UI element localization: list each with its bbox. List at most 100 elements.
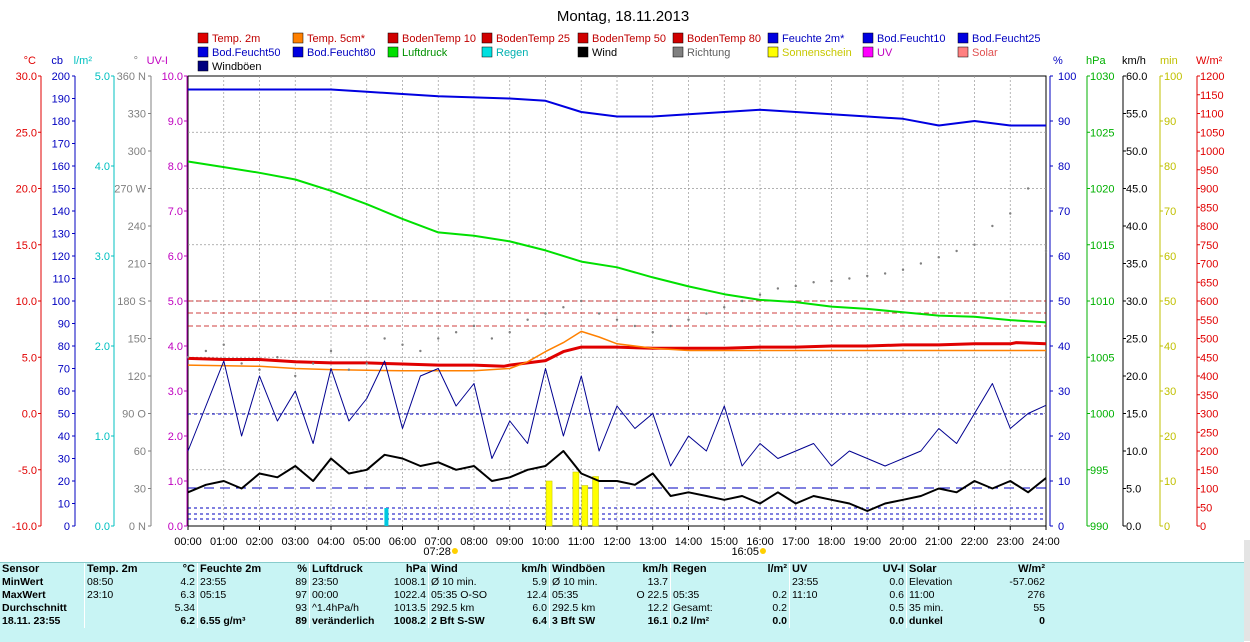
direction-point [240, 362, 243, 365]
axis-tick-label: 1150 [1200, 90, 1224, 102]
axis-tick-label: 200 [1200, 446, 1218, 458]
axis-tick-label: 270 W [114, 184, 146, 196]
legend-swatch [672, 32, 684, 44]
stats-cell: Durchschnitt [2, 602, 67, 614]
legend-swatch [862, 46, 874, 58]
x-tick-label: 13:00 [639, 536, 667, 548]
x-tick-label: 22:00 [961, 536, 989, 548]
stats-header-cell: Regen [670, 563, 755, 576]
x-tick-label: 20:00 [889, 536, 917, 548]
direction-point [669, 324, 672, 328]
axis-tick-label: 90 [1164, 116, 1176, 128]
x-tick-label: 12:00 [603, 536, 631, 548]
stats-row: 18.11. 23:55 6.2 6.55 g/m³ 89 veränderlich 10… [0, 615, 1047, 628]
axis-tick-label: 70 [58, 364, 70, 376]
legend-swatch [197, 46, 209, 58]
stats-cell: O 22.5 [636, 589, 668, 601]
legend-swatch [387, 46, 399, 58]
stats-cell [197, 602, 280, 615]
axis-tick-label: 70 [1164, 206, 1176, 218]
sunrise-marker [451, 548, 458, 554]
stats-cell [789, 615, 864, 628]
stats-cell: 0.0 [772, 615, 787, 627]
stats-row: MinWert 08:50 4.2 23:55 89 23:50 1008.1 Ø 10 mi… [0, 576, 1047, 589]
stats-cell: 3 Bft SW [549, 615, 630, 628]
axis-tick-label: 15.0 [16, 240, 37, 252]
legend-label: Bod.Feucht25 [972, 33, 1041, 45]
direction-point [508, 331, 511, 334]
axis-unit: ° [134, 55, 138, 67]
axis-tick-label: 4.0 [95, 161, 110, 173]
direction-point [883, 272, 887, 275]
direction-point [758, 293, 762, 296]
stats-cell [789, 602, 864, 615]
axis-tick-label: 0 N [129, 521, 146, 533]
axis-tick-label: 1.0 [168, 476, 183, 488]
axis-tick-label: 20.0 [1126, 371, 1147, 383]
direction-point [276, 356, 279, 359]
axis-tick-label: 2.0 [168, 431, 183, 443]
stats-cell: Ø 10 min. [549, 576, 630, 589]
axis-tick-label: 1015 [1090, 240, 1114, 252]
stats-cell [755, 576, 790, 589]
axis-tick-label: 360 N [117, 71, 146, 83]
axis-tick-label: 20 [58, 476, 70, 488]
stats-cell: 0.6 [889, 589, 904, 601]
legend-label: Windböen [212, 61, 262, 73]
stats-cell: 1008.2 [393, 615, 426, 627]
axis-tick-label: 25.0 [16, 127, 37, 139]
stats-cell: 05:15 [197, 589, 280, 602]
sunset-label: 16:05 [731, 546, 759, 558]
axis-unit: l/m² [74, 55, 93, 67]
stats-cell: dunkel [906, 615, 981, 628]
direction-point [615, 318, 619, 321]
axis-tick-label: 140 [52, 206, 70, 218]
direction-point [1044, 249, 1048, 253]
x-tick-label: 08:00 [460, 536, 488, 548]
stats-cell: 4.2 [180, 576, 195, 588]
legend-swatch [197, 60, 209, 72]
axis-tick-label: 100 [1164, 71, 1182, 83]
axis-tick-label: 160 [52, 161, 70, 173]
direction-point [937, 256, 940, 259]
stats-cell: 12.4 [526, 589, 547, 601]
axis-tick-label: 5.0 [95, 71, 110, 83]
direction-point [526, 318, 529, 321]
legend-swatch [957, 32, 969, 44]
axis-tick-label: 10.0 [162, 71, 183, 83]
weather-chart: Montag, 18.11.2013 Temp. 2m Temp. 5cm* Bod… [11, 8, 1225, 558]
axis-tick-label: 0.0 [1126, 521, 1141, 533]
axis-tick-label: 0 [1058, 521, 1064, 533]
direction-point [311, 362, 315, 365]
axis-tick-label: 240 [128, 221, 146, 233]
stats-header-cell: Luftdruck [309, 563, 386, 576]
legend-swatch [481, 32, 493, 44]
stats-header-cell: Windböen [549, 563, 630, 576]
stats-cell: 6.2 [180, 615, 195, 627]
direction-point [794, 284, 797, 288]
axis-tick-label: 1.0 [95, 431, 110, 443]
stats-header-cell: UV [789, 563, 864, 576]
direction-point [812, 281, 815, 284]
direction-point [919, 262, 923, 265]
stats-cell: 97 [295, 589, 307, 601]
stats-cell: -57.062 [1009, 576, 1045, 588]
stats-cell [670, 576, 755, 589]
x-tick-label: 17:00 [782, 536, 810, 548]
direction-point [490, 337, 494, 340]
axis-tick-label: -5.0 [18, 465, 37, 477]
axis-tick-label: 1000 [1090, 409, 1114, 421]
axis-tick-label: 3.0 [168, 386, 183, 398]
legend-swatch [577, 32, 589, 44]
legend-label: UV [877, 47, 893, 59]
stats-header-cell: Sensor [2, 563, 40, 575]
axis-tick-label: 0.0 [22, 409, 37, 421]
stats-cell: 0.5 [889, 602, 904, 614]
axis-tick-label: 15.0 [1126, 409, 1147, 421]
vertical-scrollbar[interactable] [1244, 540, 1250, 641]
direction-point [705, 312, 708, 315]
axis-tick-label: 1200 [1200, 71, 1224, 83]
direction-point [454, 331, 458, 334]
axis-tick-label: 5.0 [1126, 484, 1141, 496]
axis-tick-label: 2.0 [95, 341, 110, 353]
